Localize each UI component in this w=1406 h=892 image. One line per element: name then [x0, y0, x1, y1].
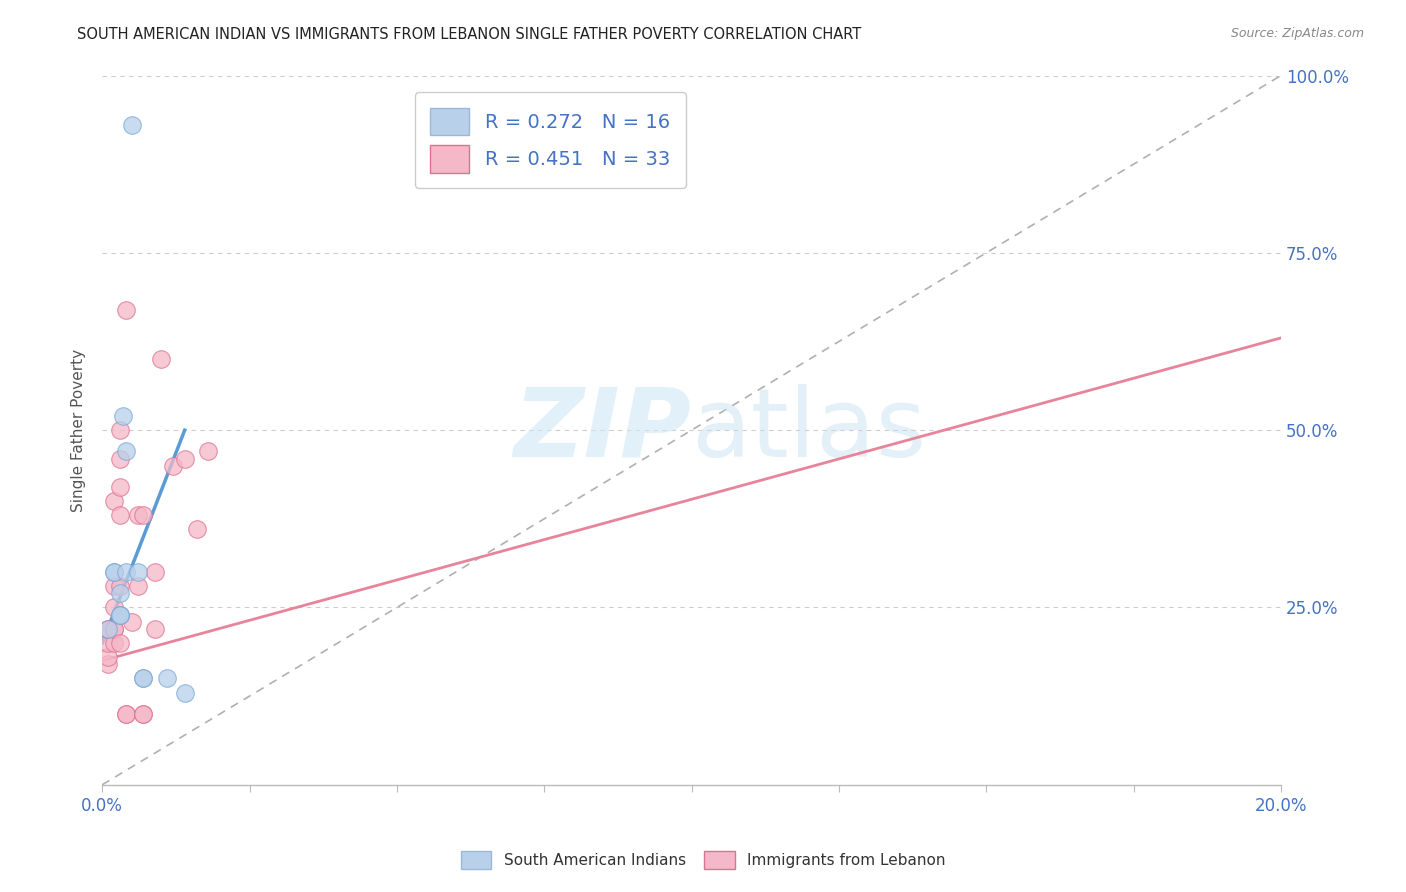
Point: [108, 579, 131, 593]
Point: [97, 657, 120, 672]
Point: [156, 672, 179, 686]
Point: [114, 706, 136, 721]
Point: [108, 586, 131, 600]
Point: [111, 409, 134, 423]
Point: [121, 615, 143, 629]
Point: [108, 480, 131, 494]
Legend: South American Indians, Immigrants from Lebanon: South American Indians, Immigrants from …: [454, 845, 952, 875]
Point: [97, 622, 120, 636]
Point: [127, 508, 149, 523]
Point: [150, 352, 173, 367]
Point: [108, 423, 131, 437]
Point: [121, 118, 143, 132]
Point: [97, 636, 120, 650]
Point: [103, 579, 125, 593]
Point: [173, 685, 195, 699]
Point: [108, 607, 131, 622]
Point: [108, 607, 131, 622]
Text: ZIP: ZIP: [513, 384, 692, 476]
Point: [103, 494, 125, 508]
Point: [97, 622, 120, 636]
Point: [132, 672, 155, 686]
Point: [103, 622, 125, 636]
Point: [132, 672, 155, 686]
Point: [103, 636, 125, 650]
Point: [197, 444, 219, 458]
Point: [108, 451, 131, 466]
Text: SOUTH AMERICAN INDIAN VS IMMIGRANTS FROM LEBANON SINGLE FATHER POVERTY CORRELATI: SOUTH AMERICAN INDIAN VS IMMIGRANTS FROM…: [77, 27, 862, 42]
Point: [108, 607, 131, 622]
Point: [114, 706, 136, 721]
Point: [162, 458, 184, 473]
Point: [114, 444, 136, 458]
Point: [97, 622, 120, 636]
Y-axis label: Single Father Poverty: Single Father Poverty: [72, 349, 86, 512]
Point: [108, 508, 131, 523]
Point: [103, 600, 125, 615]
Point: [108, 636, 131, 650]
Point: [114, 565, 136, 579]
Legend: R = 0.272   N = 16, R = 0.451   N = 33: R = 0.272 N = 16, R = 0.451 N = 33: [415, 93, 686, 188]
Point: [127, 565, 149, 579]
Point: [132, 706, 155, 721]
Point: [103, 565, 125, 579]
Text: atlas: atlas: [692, 384, 927, 476]
Point: [132, 508, 155, 523]
Point: [173, 451, 195, 466]
Point: [103, 622, 125, 636]
Point: [114, 302, 136, 317]
Point: [127, 579, 149, 593]
Point: [132, 706, 155, 721]
Text: Source: ZipAtlas.com: Source: ZipAtlas.com: [1230, 27, 1364, 40]
Point: [186, 523, 208, 537]
Point: [103, 565, 125, 579]
Point: [143, 565, 166, 579]
Point: [97, 650, 120, 665]
Point: [143, 622, 166, 636]
